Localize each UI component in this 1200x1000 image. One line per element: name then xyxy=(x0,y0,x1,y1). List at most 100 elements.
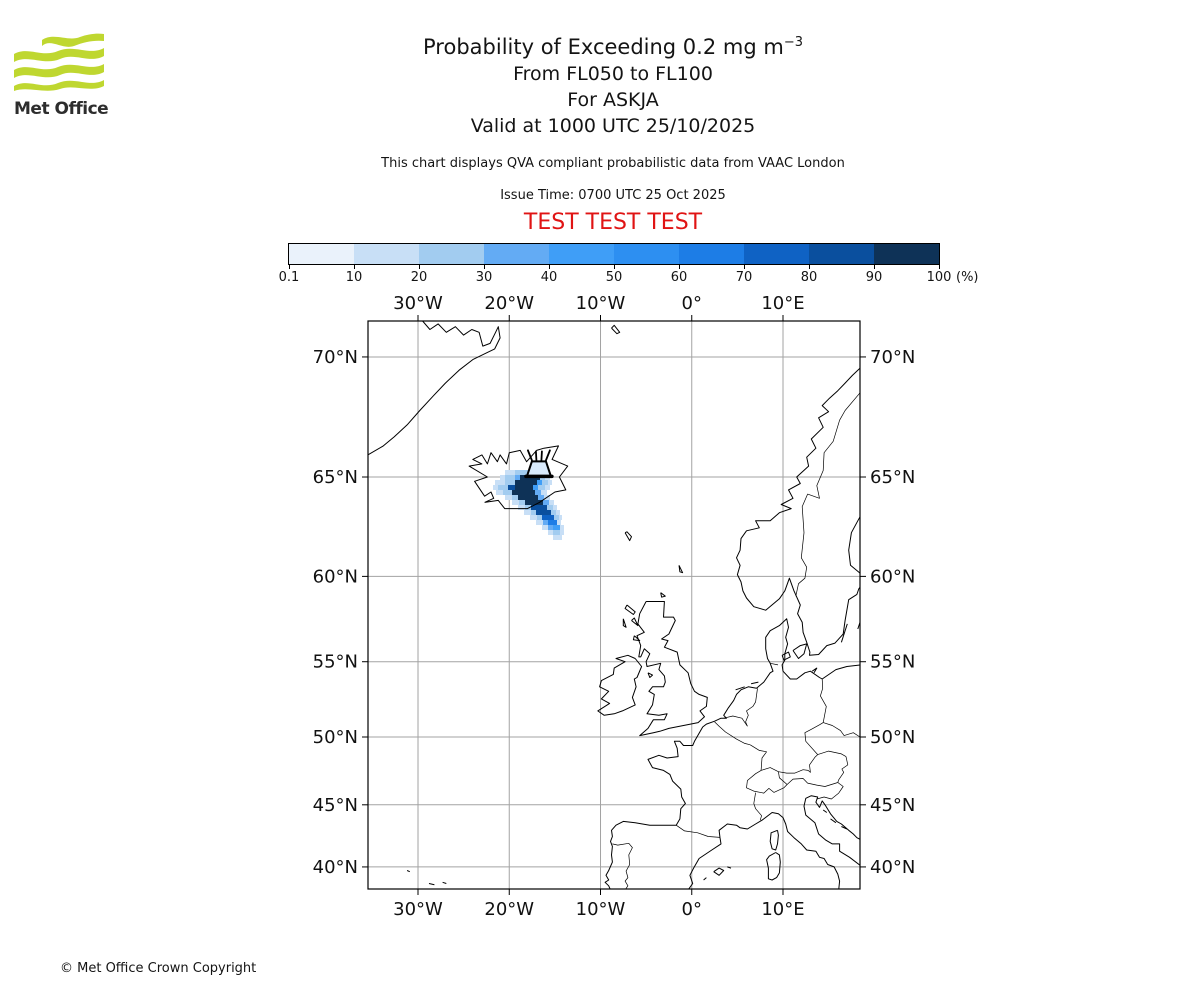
plume-cell xyxy=(515,475,520,480)
y-axis-label-left: 65°N xyxy=(313,467,358,488)
colorbar-tick-label: 40 xyxy=(540,270,558,285)
map-frame xyxy=(367,320,861,890)
coastline xyxy=(647,672,653,678)
x-axis-label-bottom: 30°W xyxy=(393,899,443,920)
country-borders xyxy=(612,392,860,889)
coastline xyxy=(368,321,501,456)
colorbar-segment xyxy=(549,244,614,264)
plume-cell xyxy=(519,500,525,505)
y-axis-label-left: 45°N xyxy=(313,795,358,816)
coastline xyxy=(750,681,759,685)
volcano-eruption-ray xyxy=(527,449,533,462)
volcano-cone xyxy=(525,460,552,478)
coastline xyxy=(840,623,848,643)
plume-cell xyxy=(515,485,533,490)
colorbar-tick-label: 30 xyxy=(475,270,493,285)
plume-cell xyxy=(548,520,557,525)
coastlines xyxy=(368,321,860,889)
coastline xyxy=(632,635,641,642)
y-axis-label-right: 50°N xyxy=(870,727,915,748)
coastline xyxy=(736,367,860,656)
subtitle-flight-levels: From FL050 to FL100 xyxy=(513,63,713,85)
colorbar-segment xyxy=(679,244,744,264)
plume-cell xyxy=(496,490,503,495)
ash-plume xyxy=(493,470,564,540)
coastline xyxy=(713,867,725,876)
plume-cell xyxy=(538,495,544,500)
plume-cell xyxy=(548,480,552,485)
colorbar-tick-label: 0.1 xyxy=(278,270,300,285)
volcano-eruption-ray xyxy=(535,450,538,462)
x-axis-label-bottom: 10°E xyxy=(761,899,804,920)
subtitle-volcano: For ASKJA xyxy=(567,89,659,111)
coastline xyxy=(688,812,841,889)
coastline xyxy=(428,883,435,886)
coastline xyxy=(769,829,779,851)
plume-cell xyxy=(553,525,560,530)
x-axis-label-top: 10°W xyxy=(576,293,626,314)
country-border xyxy=(746,767,788,794)
colorbar-tick xyxy=(288,265,290,269)
qva-compliance-note: This chart displays QVA compliant probab… xyxy=(381,156,845,171)
x-axis-label-bottom: 0° xyxy=(682,899,702,920)
coastline xyxy=(830,818,837,824)
plume-cell xyxy=(542,480,548,485)
colorbar-tick xyxy=(548,265,550,269)
coastline xyxy=(442,881,447,884)
plume-cell xyxy=(559,515,562,520)
coastline xyxy=(622,618,627,628)
plume-cell xyxy=(512,490,535,495)
y-axis-label-left: 50°N xyxy=(313,727,358,748)
plume-cell xyxy=(553,505,557,510)
country-border xyxy=(750,744,767,771)
plume-cell xyxy=(505,470,515,475)
met-office-logo: Met Office xyxy=(14,28,134,119)
colorbar-segment xyxy=(354,244,419,264)
y-axis-label-left: 40°N xyxy=(313,857,358,878)
country-border xyxy=(723,715,748,727)
coastline xyxy=(636,601,708,737)
colorbar-ticks xyxy=(288,265,940,270)
plume-cell xyxy=(551,510,556,515)
x-axis-label-bottom: 10°W xyxy=(576,899,626,920)
y-axis-label-right: 45°N xyxy=(870,795,915,816)
coastline xyxy=(703,877,707,881)
coastline xyxy=(727,866,732,869)
graticule xyxy=(368,321,860,889)
plume-cell xyxy=(549,500,554,505)
probability-colorbar: 0.1 10 20 30 40 50 60 70 80 90 100 (%) xyxy=(279,243,1008,289)
axis-labels: 30°W 30°W 20°W 20°W 10°W 10°W 0° 0° 10°E 10°E 70°N… xyxy=(313,293,916,920)
plume-cell xyxy=(545,485,550,490)
coastline xyxy=(660,592,666,598)
colorbar-segment xyxy=(419,244,484,264)
x-axis-label-top: 10°E xyxy=(761,293,804,314)
copyright-text: © Met Office Crown Copyright xyxy=(60,961,257,976)
coastline xyxy=(624,531,632,542)
plume-cell xyxy=(503,490,512,495)
country-border xyxy=(753,792,762,821)
coastline xyxy=(406,870,411,873)
chart-title: Probability of Exceeding 0.2 mg m−3 xyxy=(423,35,803,59)
plume-cell xyxy=(560,525,564,530)
plume-cell xyxy=(533,485,538,490)
coastline xyxy=(611,324,621,335)
country-border xyxy=(714,721,751,746)
plume-cell xyxy=(535,490,541,495)
plume-cell xyxy=(548,530,553,535)
plume-cell xyxy=(518,505,525,510)
colorbar-tick xyxy=(808,265,810,269)
met-office-logo-text: Met Office xyxy=(14,99,109,119)
country-border xyxy=(612,842,633,889)
plume-cell xyxy=(557,520,561,525)
coastline xyxy=(792,643,808,659)
colorbar-segment xyxy=(744,244,809,264)
colorbar-tick-label: 80 xyxy=(800,270,818,285)
colorbar-segment xyxy=(289,244,354,264)
x-axis-label-top: 30°W xyxy=(393,293,443,314)
country-border xyxy=(817,750,847,757)
country-border xyxy=(676,824,721,838)
plume-cell xyxy=(505,495,512,500)
colorbar-swatches xyxy=(288,243,940,265)
coastline xyxy=(848,515,860,574)
title-exponent: −3 xyxy=(783,35,803,50)
